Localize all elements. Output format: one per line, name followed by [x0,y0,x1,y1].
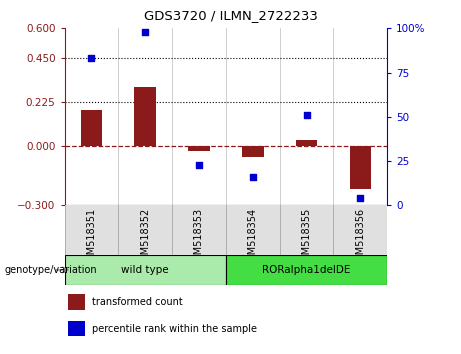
Bar [296,141,317,146]
Text: GSM518356: GSM518356 [355,208,366,267]
Bar [81,110,102,146]
Text: GSM518352: GSM518352 [140,208,150,267]
Point [142,29,149,35]
Text: percentile rank within the sample: percentile rank within the sample [92,324,257,333]
Text: genotype/variation: genotype/variation [5,265,97,275]
Point [303,112,310,118]
Text: GSM518354: GSM518354 [248,208,258,267]
Bar [242,146,264,157]
Bar [226,255,387,285]
Point [357,195,364,201]
Text: RORalpha1delDE: RORalpha1delDE [262,265,351,275]
Text: GDS3720 / ILMN_2722233: GDS3720 / ILMN_2722233 [143,9,318,22]
Text: wild type: wild type [121,265,169,275]
Text: GSM518351: GSM518351 [86,208,96,267]
Bar [135,87,156,146]
Point [195,162,203,167]
Text: transformed count: transformed count [92,297,183,307]
Bar [68,321,85,336]
Point [88,56,95,61]
Bar [188,146,210,151]
Text: GSM518353: GSM518353 [194,208,204,267]
Text: GSM518355: GSM518355 [301,208,312,267]
Bar [349,146,371,189]
Bar [65,255,226,285]
Bar [68,295,85,310]
Point [249,174,256,180]
